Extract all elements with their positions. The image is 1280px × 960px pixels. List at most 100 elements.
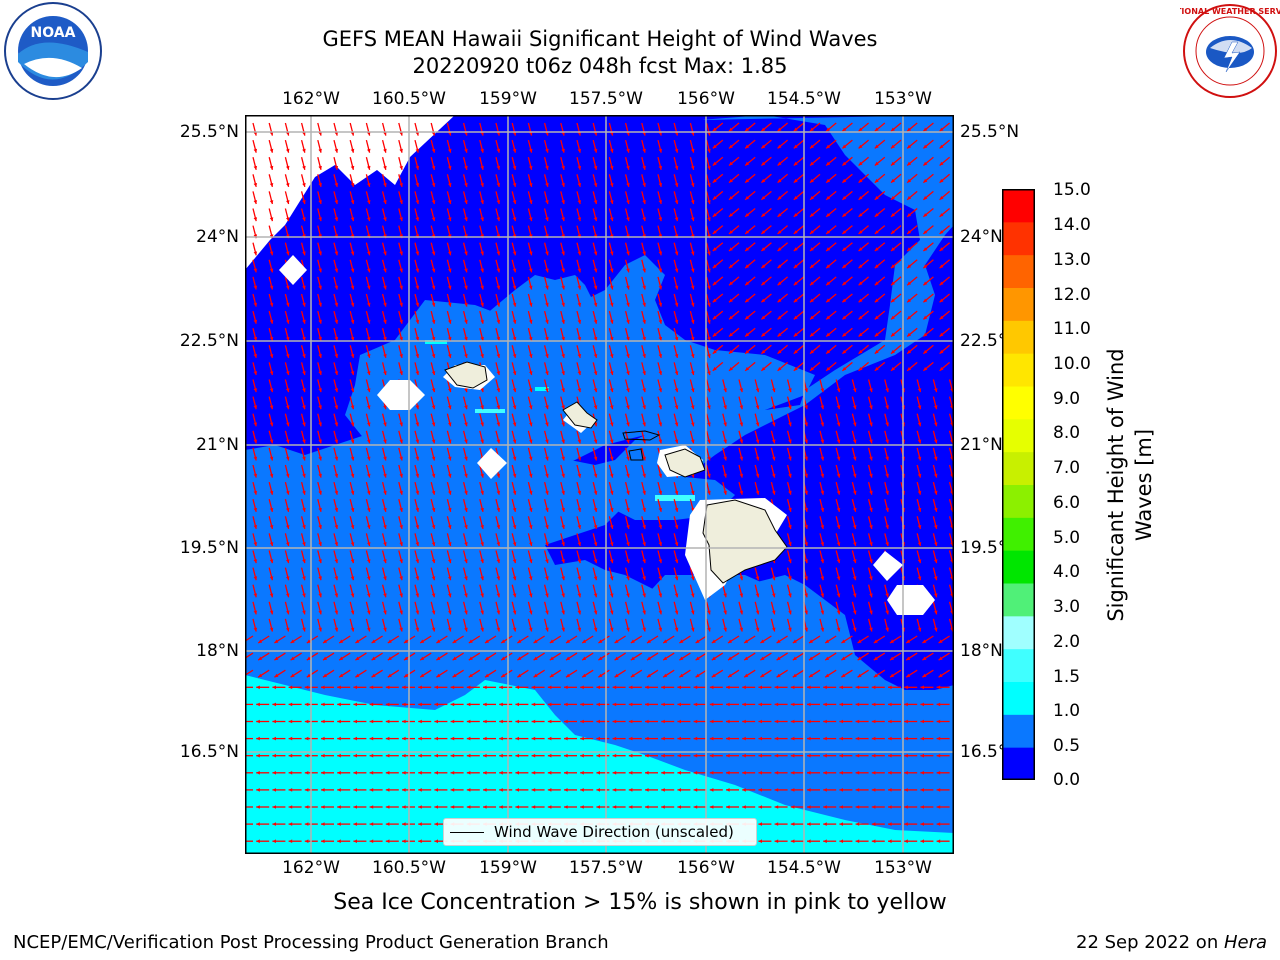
wind-wave-arrowhead xyxy=(466,719,471,724)
wind-wave-arrowhead xyxy=(788,507,792,512)
wind-wave-arrowhead xyxy=(269,302,274,307)
wind-wave-arrow xyxy=(245,669,254,677)
wind-wave-arrowhead xyxy=(306,673,311,678)
wind-wave-arrowhead xyxy=(480,319,484,324)
colorbar-segment xyxy=(1002,386,1035,420)
wind-wave-arrowhead xyxy=(274,656,279,661)
wind-wave-arrowhead xyxy=(745,332,750,337)
wind-wave-arrowhead xyxy=(302,627,306,632)
wind-wave-arrowhead xyxy=(823,736,827,741)
wind-wave-arrowhead xyxy=(874,213,879,217)
wind-wave-arrowhead xyxy=(758,736,762,741)
wind-wave-arrowhead xyxy=(547,719,552,724)
wind-wave-arrowhead xyxy=(788,627,792,632)
wind-wave-arrowhead xyxy=(367,507,371,512)
wind-wave-arrowhead xyxy=(693,685,698,690)
wind-wave-arrowhead xyxy=(512,473,517,478)
wind-wave-arrowhead xyxy=(448,148,452,153)
wind-wave-arrowhead xyxy=(907,298,912,303)
wind-wave-arrowhead xyxy=(499,788,503,792)
wind-wave-arrowhead xyxy=(658,302,663,307)
wind-wave-arrowhead xyxy=(450,719,455,724)
wind-wave-arrowhead xyxy=(804,473,808,478)
wind-wave-arrowhead xyxy=(367,439,371,444)
wind-wave-arrowhead xyxy=(480,439,484,444)
wind-wave-arrowhead xyxy=(383,183,387,187)
wind-wave-arrowhead xyxy=(891,196,895,200)
wind-wave-arrowhead xyxy=(387,656,392,661)
wind-wave-arrowhead xyxy=(593,576,598,581)
wind-wave-arrowhead xyxy=(674,593,679,598)
wind-wave-arrowhead xyxy=(712,247,717,251)
wind-wave-arrowhead xyxy=(596,753,600,758)
wind-wave-arrowhead xyxy=(431,576,436,581)
colorbar-segment xyxy=(1002,254,1035,288)
wind-wave-arrowhead xyxy=(496,610,501,615)
wind-wave-arrowhead xyxy=(626,285,630,290)
wind-wave-arrowhead xyxy=(580,685,584,690)
wind-wave-arrowhead xyxy=(610,319,614,324)
wind-wave-arrowhead xyxy=(907,281,912,286)
wind-wave-arrowhead xyxy=(448,388,452,393)
wind-wave-arrowhead xyxy=(777,349,782,354)
colorbar-segment xyxy=(1002,583,1035,617)
wind-wave-arrowhead xyxy=(626,388,630,393)
lon-tick-bottom: 153°W xyxy=(874,858,932,878)
wind-wave-arrowhead xyxy=(939,264,944,269)
wind-wave-arrowhead xyxy=(415,559,420,564)
wind-wave-arrowhead xyxy=(804,542,808,546)
wind-wave-arrowhead xyxy=(353,736,357,741)
wind-wave-arrowhead xyxy=(693,771,698,775)
wind-wave-arrowhead xyxy=(842,332,847,337)
wind-wave-arrowhead xyxy=(302,319,306,324)
wind-wave-arrowhead xyxy=(674,319,679,324)
wind-wave-arrowhead xyxy=(337,839,341,843)
wind-wave-arrowhead xyxy=(415,200,420,204)
wind-wave-arrowhead xyxy=(836,473,841,478)
wind-wave-arrowhead xyxy=(923,127,928,132)
wind-wave-arrowhead xyxy=(577,217,582,222)
footer-credit: NCEP/EMC/Verification Post Processing Pr… xyxy=(13,932,609,953)
wind-wave-arrowhead xyxy=(853,525,857,529)
wind-wave-arrowhead xyxy=(269,148,274,153)
wind-wave-arrowhead xyxy=(712,196,717,200)
wind-wave-arrowhead xyxy=(744,656,749,661)
wind-wave-arrowhead xyxy=(610,439,614,444)
wind-wave-arrowhead xyxy=(939,196,944,200)
wind-wave-arrowhead xyxy=(610,576,614,581)
wind-wave-arrowhead xyxy=(367,576,371,581)
wind-wave-arrowhead xyxy=(399,559,403,564)
wind-wave-arrowhead xyxy=(712,230,717,234)
wind-wave-arrowhead xyxy=(564,771,568,775)
colorbar-tick: 15.0 xyxy=(1053,180,1091,200)
wind-wave-arrowhead xyxy=(387,673,392,678)
wind-wave-arrowhead xyxy=(642,507,646,512)
wind-wave-arrowhead xyxy=(431,251,436,256)
wind-wave-arrowhead xyxy=(337,753,341,758)
wind-wave-arrowhead xyxy=(695,639,700,643)
wind-wave-arrowhead xyxy=(820,473,825,478)
wind-wave-arrowhead xyxy=(858,127,863,132)
colorbar-label: Significant Height of Wind Waves [m] xyxy=(1102,295,1158,675)
wind-wave-arrowhead xyxy=(529,559,533,564)
wind-wave-arrowhead xyxy=(399,165,403,170)
wind-wave-arrowhead xyxy=(515,719,519,724)
wind-wave-arrowhead xyxy=(272,839,276,843)
wind-wave-arrowhead xyxy=(402,753,406,758)
wind-wave-arrowhead xyxy=(593,200,598,204)
lon-tick-top: 160.5°W xyxy=(372,89,446,109)
wind-wave-arrowhead xyxy=(645,771,649,775)
wind-wave-arrowhead xyxy=(853,507,857,512)
wind-wave-arrowhead xyxy=(448,542,452,546)
wind-wave-arrowhead xyxy=(626,456,630,461)
wind-wave-arrowhead xyxy=(642,593,646,598)
wind-wave-arrowhead xyxy=(820,610,825,615)
wind-wave-arrowhead xyxy=(907,213,912,217)
wind-wave-arrowhead xyxy=(674,251,679,256)
wind-wave-arrowhead xyxy=(936,805,941,809)
wind-wave-arrowhead xyxy=(334,593,339,598)
wind-wave-arrowhead xyxy=(645,753,649,758)
wind-wave-arrowhead xyxy=(337,685,341,690)
wind-wave-arrowhead xyxy=(826,144,831,149)
wind-wave-arrowhead xyxy=(286,200,290,204)
